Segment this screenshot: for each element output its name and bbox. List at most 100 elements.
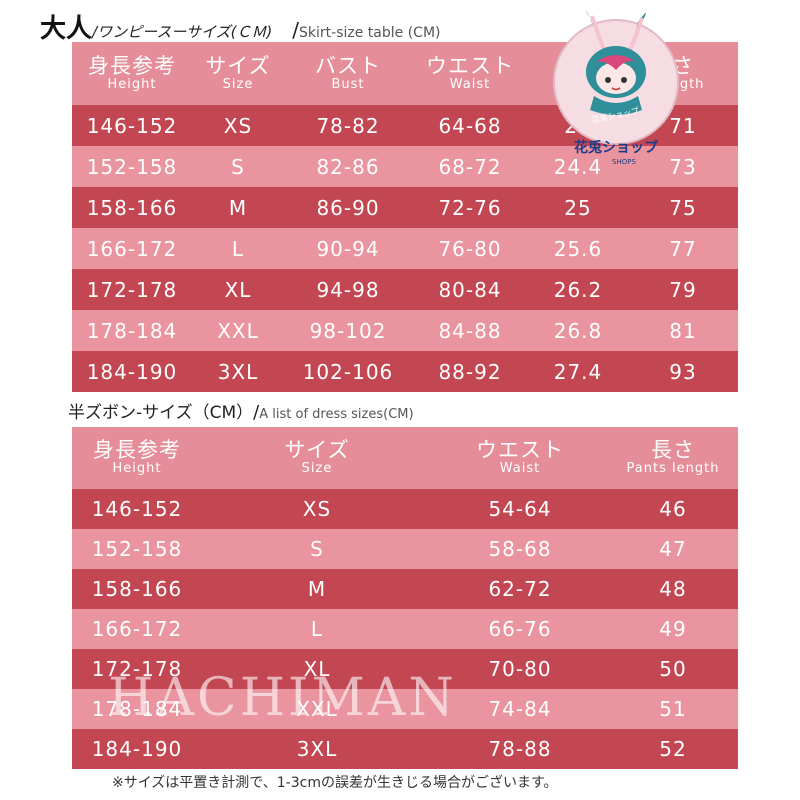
table-cell: L	[192, 228, 284, 269]
table-cell: XL	[202, 649, 432, 689]
table-row: 166-172 L 90-94 76-80 25.6 77	[72, 228, 738, 269]
shorts-size-table: 身長参考 Height サイズ Size ウエスト Waist 長さ Pants length…	[72, 427, 738, 769]
table-row: 152-158 S 82-86 68-72 24.4 73	[72, 146, 738, 187]
table-cell: 158-166	[72, 569, 202, 609]
table-cell: S	[202, 529, 432, 569]
table-cell: 48	[608, 569, 738, 609]
column-header-en: Bust	[331, 76, 365, 92]
table-cell: XL	[192, 269, 284, 310]
shorts-size-label: 半ズボン-サイズ（CM）	[68, 403, 254, 423]
table-row: 146-152 XS 54-64 46	[72, 489, 738, 529]
table-cell: 78-82	[284, 105, 412, 146]
table-row: 184-190 3XL 78-88 52	[72, 729, 738, 769]
table-cell: 62-72	[432, 569, 608, 609]
table-cell: 184-190	[72, 729, 202, 769]
shorts-size-heading: 半ズボン-サイズ（CM）/A list of dress sizes(CM)	[68, 398, 414, 423]
table-cell: 86-90	[284, 187, 412, 228]
logo-sub: SHOPS	[612, 158, 636, 166]
table-cell: 25	[528, 187, 628, 228]
table-cell: 73	[628, 146, 738, 187]
table-cell: XXL	[202, 689, 432, 729]
table-cell: 47	[608, 529, 738, 569]
table-cell: L	[202, 609, 432, 649]
table-row: 166-172 L 66-76 49	[72, 609, 738, 649]
column-header-jp: 長さ	[651, 438, 695, 462]
table-cell: XS	[192, 105, 284, 146]
table-cell: 75	[628, 187, 738, 228]
table-cell: 79	[628, 269, 738, 310]
table-cell: 146-152	[72, 489, 202, 529]
table-cell: 27.4	[528, 351, 628, 392]
table-row: 158-166 M 62-72 48	[72, 569, 738, 609]
table-cell: 102-106	[284, 351, 412, 392]
table-cell: 3XL	[202, 729, 432, 769]
table-cell: S	[192, 146, 284, 187]
table-cell: 166-172	[72, 609, 202, 649]
column-header-en: Size	[301, 461, 333, 476]
table-cell: 172-178	[72, 269, 192, 310]
column-header-en: Height	[107, 76, 157, 92]
shop-logo: 花兎ショップ 花兎ショップ SHOPS	[553, 10, 679, 166]
column-header-en: Waist	[499, 461, 541, 476]
table-cell: 3XL	[192, 351, 284, 392]
column-header: 身長参考 Height	[72, 427, 202, 489]
table-cell: 77	[628, 228, 738, 269]
table-row: 172-178 XL 94-98 80-84 26.2 79	[72, 269, 738, 310]
column-header-jp: サイズ	[205, 53, 271, 78]
table-row: 178-184 XXL 98-102 84-88 26.8 81	[72, 310, 738, 351]
column-header-jp: バスト	[315, 53, 381, 78]
logo-text: 花兎ショップ	[574, 139, 659, 156]
column-header-en: Height	[112, 461, 162, 476]
table-cell: XS	[202, 489, 432, 529]
column-header-jp: 身長参考	[88, 53, 176, 78]
table-cell: M	[192, 187, 284, 228]
column-header: 長さ Pants length	[608, 427, 738, 489]
table-row: 158-166 M 86-90 72-76 25 75	[72, 187, 738, 228]
table-row: 172-178 XL 70-80 50	[72, 649, 738, 689]
table-cell: 76-80	[412, 228, 528, 269]
table-cell: 25.6	[528, 228, 628, 269]
table-cell: 146-152	[72, 105, 192, 146]
table-cell: 54-64	[432, 489, 608, 529]
table-cell: 74-84	[432, 689, 608, 729]
skirt-size-label: Skirt-size table (CM)	[299, 25, 441, 41]
column-header-jp: ウエスト	[476, 438, 564, 462]
table-cell: 58-68	[432, 529, 608, 569]
table-cell: 66-76	[432, 609, 608, 649]
table-cell: 152-158	[72, 529, 202, 569]
column-header: 身長参考 Height	[72, 42, 192, 105]
column-header: ウエスト Waist	[432, 427, 608, 489]
column-header-en: Pants length	[626, 461, 720, 476]
column-header-jp: サイズ	[284, 438, 350, 462]
table-cell: 178-184	[72, 310, 192, 351]
column-header: サイズ Size	[192, 42, 284, 105]
table-cell: 72-76	[412, 187, 528, 228]
column-header-jp: ウエスト	[426, 53, 514, 78]
table-cell: 52	[608, 729, 738, 769]
dress-list-label: A list of dress sizes(CM)	[259, 407, 414, 422]
column-header: サイズ Size	[202, 427, 432, 489]
table-cell: 24.4	[528, 146, 628, 187]
table-cell: 158-166	[72, 187, 192, 228]
table-cell: 81	[628, 310, 738, 351]
column-header: ウエスト Waist	[412, 42, 528, 105]
table-row: 184-190 3XL 102-106 88-92 27.4 93	[72, 351, 738, 392]
table-cell: 51	[608, 689, 738, 729]
table-cell: 68-72	[412, 146, 528, 187]
table-cell: M	[202, 569, 432, 609]
table-cell: 82-86	[284, 146, 412, 187]
table-cell: 50	[608, 649, 738, 689]
table-cell: 84-88	[412, 310, 528, 351]
table-cell: 78-88	[432, 729, 608, 769]
bunny-mascot-icon	[585, 10, 646, 115]
table-cell: 178-184	[72, 689, 202, 729]
table-cell: 98-102	[284, 310, 412, 351]
table-cell: 152-158	[72, 146, 192, 187]
table-cell: 46	[608, 489, 738, 529]
table-header-row: 身長参考 Height サイズ Size ウエスト Waist 長さ Pants length	[72, 427, 738, 489]
dress-size-heading: 大人/ワンピースーサイズ(ＣＭ) /Skirt-size table (CM)	[40, 8, 441, 45]
column-header: バスト Bust	[284, 42, 412, 105]
table-cell: XXL	[192, 310, 284, 351]
table-cell: 26.2	[528, 269, 628, 310]
adult-label: 大人	[40, 14, 93, 44]
